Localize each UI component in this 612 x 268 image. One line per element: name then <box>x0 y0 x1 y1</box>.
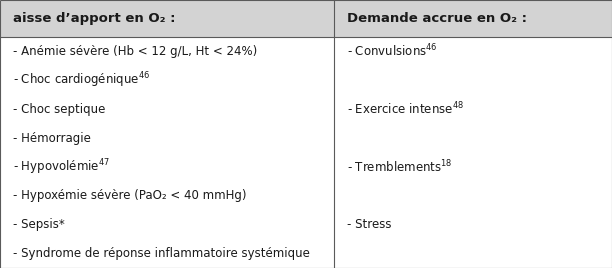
Text: - Hypovolémie$^{\mathregular{47}}$: - Hypovolémie$^{\mathregular{47}}$ <box>13 157 110 177</box>
Text: aisse d’apport en O₂ :: aisse d’apport en O₂ : <box>13 12 176 25</box>
Text: - Stress: - Stress <box>347 218 392 231</box>
FancyBboxPatch shape <box>334 0 612 37</box>
Text: - Choc septique: - Choc septique <box>13 103 106 116</box>
Text: - Exercice intense$^{\mathregular{48}}$: - Exercice intense$^{\mathregular{48}}$ <box>347 101 464 117</box>
Text: - Syndrome de réponse inflammatoire systémique: - Syndrome de réponse inflammatoire syst… <box>13 247 310 260</box>
Text: - Sepsis*: - Sepsis* <box>13 218 65 231</box>
Text: - Convulsions$^{\mathregular{46}}$: - Convulsions$^{\mathregular{46}}$ <box>347 43 438 60</box>
Text: Demande accrue en O₂ :: Demande accrue en O₂ : <box>347 12 527 25</box>
Text: - Choc cardiogénique$^{\mathregular{46}}$: - Choc cardiogénique$^{\mathregular{46}}… <box>13 70 151 90</box>
Text: - Hypoxémie sévère (PaO₂ < 40 mmHg): - Hypoxémie sévère (PaO₂ < 40 mmHg) <box>13 189 247 202</box>
Text: - Hémorragie: - Hémorragie <box>13 132 91 144</box>
Text: - Tremblements$^{\mathregular{18}}$: - Tremblements$^{\mathregular{18}}$ <box>347 159 452 175</box>
FancyBboxPatch shape <box>0 0 334 37</box>
Text: - Anémie sévère (Hb < 12 g/L, Ht < 24%): - Anémie sévère (Hb < 12 g/L, Ht < 24%) <box>13 45 258 58</box>
